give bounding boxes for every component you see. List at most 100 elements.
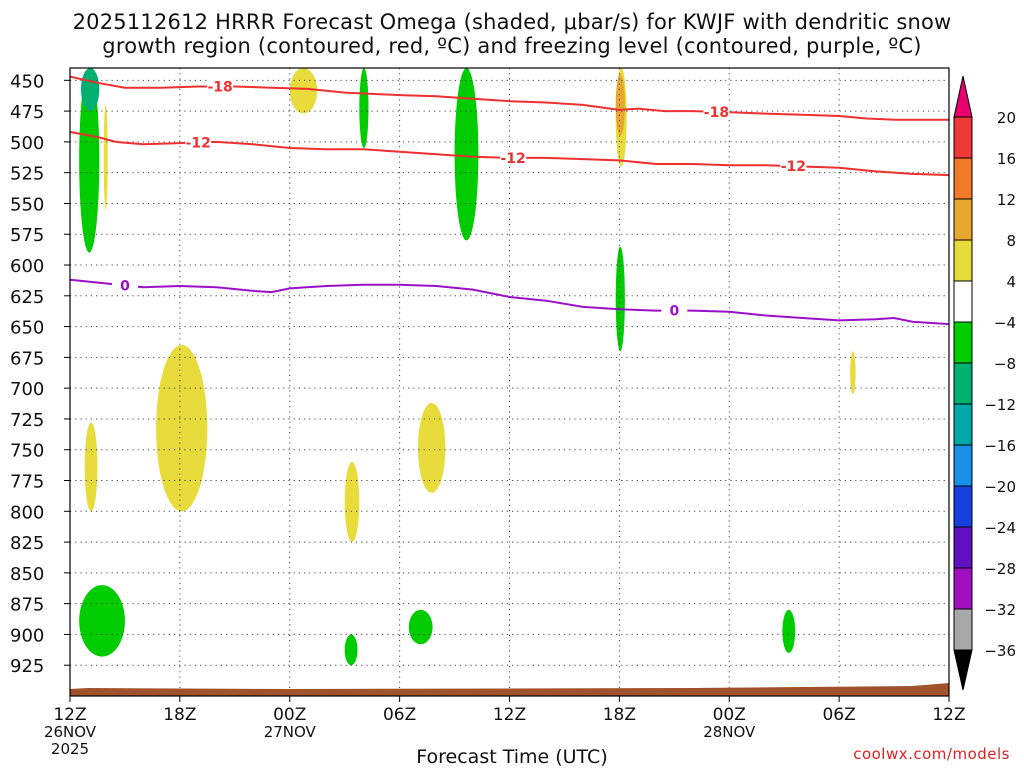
colorbar-label: 16 bbox=[997, 150, 1016, 168]
contour-label: -18 bbox=[704, 105, 729, 121]
contour-label: -18 bbox=[208, 79, 233, 95]
terrain bbox=[70, 683, 949, 696]
omega-region-12 bbox=[344, 462, 360, 543]
colorbar-label: −36 bbox=[984, 642, 1016, 660]
contour-label: -12 bbox=[501, 151, 526, 167]
y-tick-label: 600 bbox=[10, 256, 44, 277]
x-tick-label: 12Z bbox=[493, 705, 526, 725]
colorbar-label: 8 bbox=[1006, 232, 1016, 250]
y-tick-label: 675 bbox=[10, 348, 44, 369]
x-tick-label: 00Z bbox=[713, 705, 746, 725]
x-tick-year: 2025 bbox=[51, 740, 89, 758]
omega-region-3 bbox=[289, 68, 318, 114]
omega-region-8 bbox=[615, 246, 625, 352]
colorbar-swatch bbox=[953, 526, 973, 569]
x-tick-label: 06Z bbox=[822, 705, 855, 725]
colorbar-label: −4 bbox=[994, 314, 1016, 332]
y-tick-label: 925 bbox=[10, 656, 44, 677]
contour-label: 0 bbox=[120, 278, 130, 294]
y-tick-label: 875 bbox=[10, 595, 44, 616]
y-tick-label: 650 bbox=[10, 318, 44, 339]
colorbar-label: −28 bbox=[984, 560, 1016, 578]
omega-region-0 bbox=[79, 68, 100, 253]
colorbar-swatch bbox=[953, 157, 973, 200]
colorbar-label: 12 bbox=[997, 191, 1016, 209]
y-tick-label: 725 bbox=[10, 410, 44, 431]
x-tick-label: 06Z bbox=[383, 705, 416, 725]
omega-region-7 bbox=[615, 74, 625, 136]
y-tick-label: 800 bbox=[10, 502, 44, 523]
omega-region-14 bbox=[79, 585, 125, 657]
chart-title-line-2: growth region (contoured, red, ºC) and f… bbox=[102, 34, 922, 58]
x-tick-label: 00Z bbox=[273, 705, 306, 725]
colorbar-label: 4 bbox=[1006, 273, 1016, 291]
colorbar-label: −8 bbox=[994, 355, 1016, 373]
x-tick-date: 28NOV bbox=[703, 723, 756, 741]
colorbar-swatch bbox=[953, 485, 973, 528]
contour-label: -12 bbox=[186, 135, 211, 151]
contour-label-bg bbox=[185, 134, 212, 151]
colorbar-swatch bbox=[953, 239, 973, 282]
omega-region-13 bbox=[417, 402, 446, 493]
colorbar-swatch bbox=[953, 116, 973, 159]
omega-region-2 bbox=[103, 104, 108, 210]
contour-line-0 bbox=[70, 278, 949, 326]
colorbar-swatch bbox=[953, 362, 973, 405]
contour-label-bg bbox=[207, 78, 234, 95]
omega-region-9 bbox=[850, 351, 856, 395]
chart-title-line-1: 2025112612 HRRR Forecast Omega (shaded, … bbox=[72, 10, 952, 34]
x-tick-label: 18Z bbox=[603, 705, 636, 725]
y-tick-label: 825 bbox=[10, 533, 44, 554]
colorbar-swatch bbox=[953, 280, 973, 323]
y-tick-label: 525 bbox=[10, 164, 44, 185]
colorbar-swatch bbox=[953, 444, 973, 487]
y-tick-label: 775 bbox=[10, 472, 44, 493]
colorbar-label: −20 bbox=[984, 478, 1016, 496]
omega-region-1 bbox=[80, 68, 100, 112]
x-tick-label: 12Z bbox=[932, 705, 965, 725]
colorbar-label: 20 bbox=[997, 109, 1016, 127]
x-axis-label: Forecast Time (UTC) bbox=[416, 746, 608, 768]
omega-region-15 bbox=[344, 634, 358, 666]
y-tick-label: 575 bbox=[10, 225, 44, 246]
y-tick-label: 475 bbox=[10, 102, 44, 123]
contour-label-bg bbox=[111, 277, 138, 294]
colorbar-swatch bbox=[953, 567, 973, 610]
colorbar-label: −16 bbox=[984, 437, 1016, 455]
omega-region-11 bbox=[156, 345, 208, 512]
contour-label-bg bbox=[661, 302, 688, 319]
y-tick-label: 750 bbox=[10, 441, 44, 462]
credit-link[interactable]: coolwx.com/models bbox=[853, 745, 1010, 763]
x-tick-label: 12Z bbox=[53, 705, 86, 725]
y-tick-label: 700 bbox=[10, 379, 44, 400]
y-tick-label: 625 bbox=[10, 287, 44, 308]
colorbar-swatch bbox=[953, 198, 973, 241]
x-tick-label: 18Z bbox=[163, 705, 196, 725]
omega-region-10 bbox=[84, 422, 98, 512]
y-tick-label: 450 bbox=[10, 71, 44, 92]
y-tick-label: 550 bbox=[10, 194, 44, 215]
omega-region-16 bbox=[408, 609, 433, 645]
contour-label-bg bbox=[703, 103, 730, 120]
x-tick-date: 27NOV bbox=[264, 723, 317, 741]
colorbar-top-arrow bbox=[953, 75, 973, 118]
y-tick-label: 850 bbox=[10, 564, 44, 585]
contour-label-bg bbox=[500, 149, 527, 166]
colorbar-swatch bbox=[953, 608, 973, 651]
colorbar-swatch bbox=[953, 321, 973, 364]
x-tick-date: 26NOV bbox=[44, 723, 97, 741]
omega-region-17 bbox=[782, 609, 796, 653]
colorbar-label: −12 bbox=[984, 396, 1016, 414]
omega-region-4 bbox=[359, 68, 369, 149]
contour-label: -12 bbox=[781, 159, 806, 175]
colorbar-label: −24 bbox=[984, 519, 1016, 537]
omega-region-5 bbox=[454, 68, 479, 241]
y-tick-label: 900 bbox=[10, 625, 44, 646]
y-tick-label: 500 bbox=[10, 133, 44, 154]
colorbar-swatch bbox=[953, 403, 973, 446]
colorbar-label: −32 bbox=[984, 601, 1016, 619]
contour-label: 0 bbox=[669, 304, 679, 320]
contour-label-bg bbox=[780, 158, 807, 175]
